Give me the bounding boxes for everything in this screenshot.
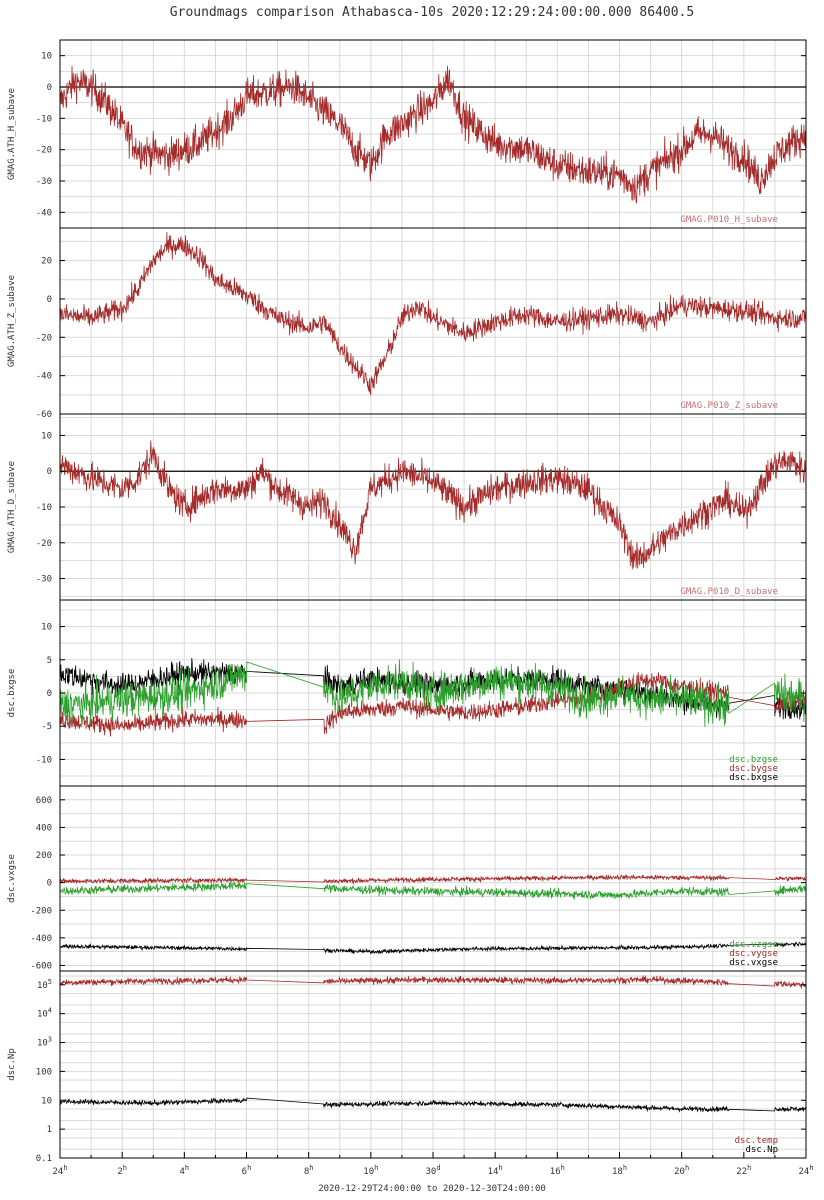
ytick-label: 10 [41, 1096, 52, 1106]
legend-entry: dsc.temp [735, 1136, 778, 1146]
xtick-label: 6h [242, 1164, 252, 1177]
ytick-label: 10 [41, 431, 52, 441]
series-line-2 [59, 873, 806, 886]
ytick-label: 5 [47, 656, 52, 666]
ytick-label: 0.1 [36, 1154, 52, 1164]
series-line-2 [59, 1097, 807, 1113]
legend-entry: dsc.Np [745, 1145, 778, 1155]
y-axis-label: GMAG.ATH_H_subave [7, 88, 17, 180]
xtick-label: 24h [798, 1164, 813, 1177]
xtick-label: 22h [736, 1164, 751, 1177]
panel-4: 1050-5-10dsc.bxgsedsc.bzgsedsc.bygsedsc.… [7, 599, 807, 787]
ytick-label: 10 [41, 52, 52, 62]
panel-5: 600 400 200 0 -200 -400 -600 dsc.vxgse dsc.vzgse… [7, 785, 807, 972]
ytick-label: -40 [36, 372, 52, 382]
ytick-label: -400 [30, 934, 52, 944]
ytick-label: 0 [47, 83, 52, 93]
ytick-label: 0 [47, 879, 52, 889]
ytick-label: -10 [36, 755, 52, 765]
series-line-3 [59, 659, 807, 728]
legend-entry: dsc.vygse [729, 949, 778, 959]
x-axis: 24h 2h 4h 6h 8h 10h 30d 14h 16h 18h 20h 22h 24h [52, 1152, 814, 1177]
y-axis-label: GMAG.ATH_Z_subave [7, 275, 17, 367]
xtick-label: 2h [117, 1164, 127, 1177]
xtick-label: 4h [180, 1164, 190, 1177]
series-line-1 [59, 975, 807, 989]
panel-1: 10 0 -10 -20 -30 -40 GMAG.ATH_H_subave GMAG.P01… [7, 39, 807, 229]
ytick-label: -200 [30, 906, 52, 916]
xtick-label: 10h [363, 1164, 378, 1177]
legend-entry: dsc.bygse [729, 764, 778, 774]
ytick-label: 20 [41, 257, 52, 267]
ytick-label: 600 [36, 796, 52, 806]
ytick-label: 1 [47, 1125, 52, 1135]
ytick-label: 0 [47, 467, 52, 477]
legend-entry: dsc.vzgse [729, 940, 778, 950]
xtick-label: 18h [612, 1164, 627, 1177]
x-range-label: 2020-12-29T24:00:00 to 2020-12-30T24:00:… [318, 1184, 546, 1194]
panels: 100-10-20-30-40GMAG.ATH_H_subaveGMAG.P01… [7, 39, 807, 1164]
ytick-label: 100 [36, 1067, 52, 1077]
xtick-label: 20h [674, 1164, 689, 1177]
series-line-1 [59, 657, 807, 720]
ytick-label: 103 [37, 1036, 52, 1049]
ytick-label: -10 [36, 114, 52, 124]
ytick-label: -20 [36, 333, 52, 343]
ytick-label: 400 [36, 823, 52, 833]
ytick-label: -10 [36, 503, 52, 513]
ytick-label: 10 [41, 623, 52, 633]
ytick-label: 0 [47, 295, 52, 305]
legend-entry: dsc.vxgse [729, 958, 778, 968]
legend-entry: GMAG.P010_H_subave [680, 215, 778, 225]
ytick-label: -5 [41, 722, 52, 732]
xtick-label: 8h [304, 1164, 314, 1177]
series-line-1 [59, 231, 807, 396]
y-axis-label: dsc.bxgse [7, 669, 17, 718]
panel-3: 10 0 -10 -20 -30 GMAG.ATH_D_subave GMAG.P010_D… [7, 413, 807, 601]
ytick-label: -20 [36, 539, 52, 549]
legend-entry: dsc.bxgse [729, 773, 778, 783]
xtick-label: 14h [488, 1164, 503, 1177]
xtick-label: 16h [550, 1164, 565, 1177]
ytick-label: -30 [36, 177, 52, 187]
ytick-label: -60 [36, 410, 52, 420]
series-line-1 [59, 941, 807, 955]
xtick-label: 30d [425, 1164, 440, 1177]
series-line-1 [59, 440, 807, 570]
y-axis-label: dsc.vxgse [7, 854, 17, 903]
ytick-label: 105 [37, 978, 52, 991]
ytick-label: -30 [36, 575, 52, 585]
y-axis-label: dsc.Np [7, 1048, 17, 1081]
legend-entry: dsc.bzgse [729, 755, 778, 765]
ytick-label: -20 [36, 146, 52, 156]
series-line-3 [59, 881, 807, 900]
chart-title: Groundmags comparison Athabasca-10s 2020… [170, 5, 694, 20]
series-line-2 [59, 672, 807, 737]
panel-2: 20 0 -20 -40 -60 GMAG.ATH_Z_subave GMAG.P010_Z… [7, 227, 807, 420]
xtick-label: 24h [52, 1164, 67, 1177]
ytick-label: 200 [36, 851, 52, 861]
ytick-label: -600 [30, 961, 52, 971]
ytick-label: -40 [36, 208, 52, 218]
ytick-label: 104 [37, 1007, 52, 1020]
legend-entry: GMAG.P010_Z_subave [680, 401, 778, 411]
y-axis-label: GMAG.ATH_D_subave [7, 461, 17, 553]
series-line-1 [59, 65, 807, 204]
ytick-label: 0 [47, 689, 52, 699]
legend-entry: GMAG.P010_D_subave [680, 587, 778, 597]
